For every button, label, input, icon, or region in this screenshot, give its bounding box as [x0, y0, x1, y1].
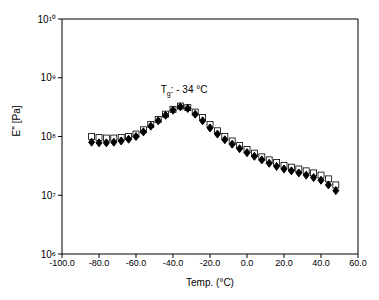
svg-text:-20.0: -20.0	[200, 258, 221, 268]
svg-text:10⁶: 10⁶	[41, 249, 56, 260]
svg-text:E'' [Pa]: E'' [Pa]	[11, 105, 22, 136]
svg-text:-40.0: -40.0	[163, 258, 184, 268]
svg-text:10¹⁰: 10¹⁰	[38, 14, 56, 25]
svg-text:Temp. (°C): Temp. (°C)	[186, 277, 234, 288]
svg-text:0.0: 0.0	[241, 258, 254, 268]
svg-text:-100.0: -100.0	[49, 258, 75, 268]
svg-text:10⁹: 10⁹	[41, 72, 56, 83]
svg-text:-80.0: -80.0	[89, 258, 110, 268]
svg-text:-60.0: -60.0	[126, 258, 147, 268]
svg-text:10⁷: 10⁷	[41, 190, 56, 201]
svg-text:20.0: 20.0	[275, 258, 293, 268]
svg-text:40.0: 40.0	[312, 258, 330, 268]
svg-text:10⁸: 10⁸	[41, 131, 56, 142]
svg-text:Tg: - 34 °C: Tg: - 34 °C	[161, 84, 208, 98]
svg-text:60.0: 60.0	[349, 258, 367, 268]
